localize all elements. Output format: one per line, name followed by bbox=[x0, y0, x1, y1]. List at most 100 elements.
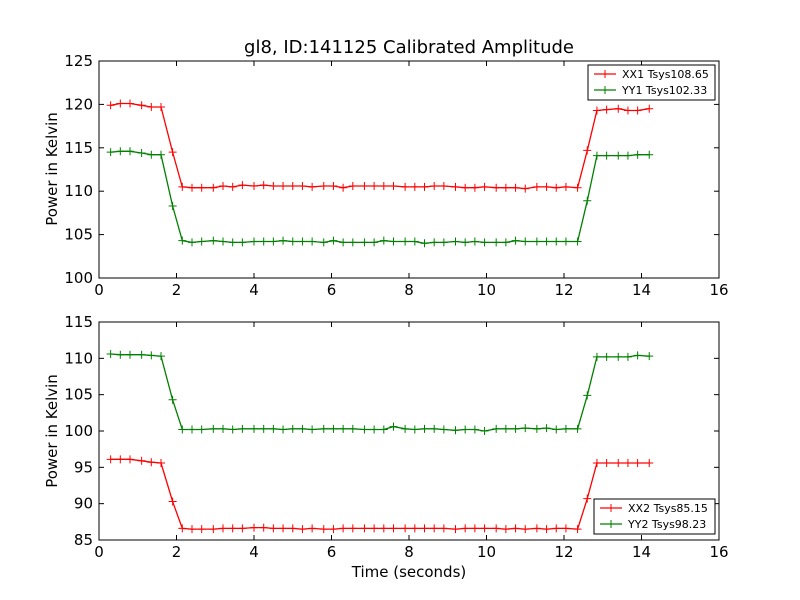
data-point bbox=[430, 524, 439, 533]
data-point bbox=[389, 237, 398, 246]
x-tick-label: 12 bbox=[554, 543, 573, 561]
data-point bbox=[137, 149, 146, 158]
legend-marker bbox=[601, 70, 609, 78]
data-point bbox=[308, 425, 317, 434]
data-point bbox=[238, 238, 247, 247]
data-point bbox=[645, 104, 654, 113]
data-point bbox=[259, 181, 268, 190]
data-point bbox=[168, 148, 177, 157]
data-point bbox=[480, 182, 489, 191]
data-point bbox=[106, 101, 115, 110]
data-point bbox=[614, 458, 623, 467]
x-tick-label: 0 bbox=[94, 543, 104, 561]
data-point bbox=[532, 237, 541, 246]
data-point bbox=[197, 525, 206, 534]
data-point bbox=[501, 238, 510, 247]
data-point bbox=[532, 424, 541, 433]
data-point bbox=[389, 181, 398, 190]
y-tick-label: 85 bbox=[74, 531, 93, 549]
data-point bbox=[209, 183, 218, 192]
data-point bbox=[329, 424, 338, 433]
legend-box bbox=[593, 498, 716, 535]
data-point bbox=[602, 352, 611, 361]
data-point bbox=[348, 524, 357, 533]
data-point bbox=[370, 524, 379, 533]
data-point bbox=[583, 494, 592, 503]
data-point bbox=[288, 181, 297, 190]
data-point bbox=[410, 425, 419, 434]
data-point bbox=[430, 238, 439, 247]
data-point bbox=[501, 183, 510, 192]
data-point bbox=[137, 456, 146, 465]
y-tick-label: 110 bbox=[64, 182, 93, 200]
data-point bbox=[561, 182, 570, 191]
data-point bbox=[126, 99, 134, 108]
bottom-plot: 0 2 4 6 8 10 12 14 16 85 90 95 100 105 110 115 XX2 Tsys8… bbox=[64, 313, 728, 561]
data-point bbox=[279, 181, 288, 190]
data-point bbox=[168, 201, 177, 210]
x-axis-label: Time (seconds) bbox=[351, 563, 467, 581]
legend-marker bbox=[601, 86, 609, 94]
data-point bbox=[279, 236, 288, 245]
data-point bbox=[298, 181, 307, 190]
data-point bbox=[379, 236, 388, 245]
x-tick-label: 4 bbox=[249, 543, 259, 561]
data-point bbox=[288, 424, 297, 433]
data-point bbox=[401, 182, 410, 191]
y-tick-label: 95 bbox=[74, 458, 93, 476]
legend-label: YY1 Tsys102.33 bbox=[621, 84, 707, 97]
x-tick-label: 8 bbox=[404, 543, 414, 561]
data-point bbox=[238, 524, 247, 533]
data-point bbox=[116, 147, 125, 156]
x-tick-label: 2 bbox=[172, 543, 182, 561]
data-point bbox=[288, 237, 297, 246]
data-point bbox=[532, 524, 541, 533]
data-point bbox=[157, 352, 165, 361]
data-point bbox=[269, 181, 278, 190]
data-point bbox=[197, 425, 206, 434]
data-point bbox=[188, 183, 196, 192]
data-point bbox=[501, 525, 510, 534]
data-point bbox=[339, 238, 348, 247]
data-point bbox=[623, 458, 632, 467]
data-point bbox=[521, 424, 530, 433]
x-tick-label: 10 bbox=[477, 281, 496, 299]
data-point bbox=[178, 182, 187, 191]
data-point bbox=[470, 425, 479, 434]
y-tick-label: 100 bbox=[64, 269, 93, 287]
data-point bbox=[219, 424, 227, 433]
data-point bbox=[532, 182, 541, 191]
data-point bbox=[147, 351, 156, 360]
legend-label: XX1 Tsys108.65 bbox=[622, 68, 709, 81]
data-point bbox=[573, 183, 582, 192]
data-point bbox=[228, 182, 237, 191]
data-point bbox=[602, 151, 611, 160]
data-point bbox=[126, 147, 134, 156]
data-point bbox=[319, 181, 328, 190]
data-point bbox=[147, 150, 156, 159]
data-point bbox=[106, 455, 115, 464]
data-point bbox=[308, 237, 317, 246]
data-point bbox=[401, 424, 410, 433]
data-point bbox=[228, 425, 237, 434]
data-point bbox=[521, 184, 530, 193]
x-tick-label: 16 bbox=[709, 281, 728, 299]
data-point bbox=[360, 181, 369, 190]
data-point bbox=[480, 238, 489, 247]
data-point bbox=[157, 150, 165, 159]
data-point bbox=[219, 524, 227, 533]
data-point bbox=[197, 183, 206, 192]
y-tick-label: 115 bbox=[64, 313, 93, 331]
data-point bbox=[209, 424, 218, 433]
data-point bbox=[339, 524, 348, 533]
data-point bbox=[319, 525, 328, 534]
x-tick-label: 4 bbox=[249, 281, 259, 299]
data-point bbox=[592, 352, 601, 361]
data-point bbox=[602, 458, 611, 467]
data-point bbox=[228, 524, 237, 533]
y-tick-label: 105 bbox=[64, 226, 93, 244]
data-point bbox=[126, 350, 134, 359]
y-tick-label: 105 bbox=[64, 386, 93, 404]
legend-marker bbox=[607, 520, 615, 528]
